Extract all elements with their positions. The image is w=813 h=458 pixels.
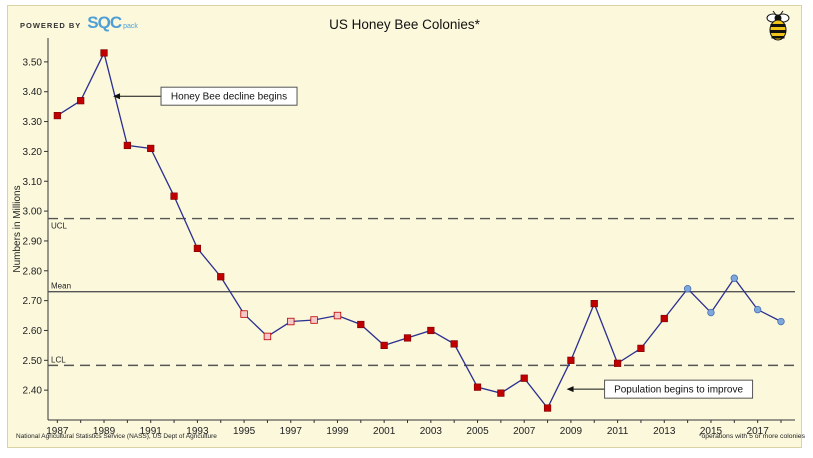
data-point bbox=[497, 389, 505, 397]
y-tick-label: 3.10 bbox=[23, 177, 43, 188]
y-tick-label: 3.20 bbox=[23, 147, 43, 158]
y-tick-label: 2.50 bbox=[23, 356, 43, 367]
x-tick-label: 2017 bbox=[747, 426, 770, 437]
data-point bbox=[707, 308, 715, 317]
data-point bbox=[310, 316, 318, 324]
x-tick-label: 1991 bbox=[140, 426, 163, 437]
x-tick-label: 1997 bbox=[280, 426, 303, 437]
data-point bbox=[380, 341, 388, 349]
data-point bbox=[613, 359, 622, 367]
control-label-mean: Mean bbox=[51, 282, 71, 291]
powered-by-label: POWERED BY bbox=[20, 21, 82, 30]
bee-icon bbox=[766, 10, 790, 41]
x-tick-label: 1993 bbox=[186, 426, 209, 437]
x-tick-label: 1989 bbox=[93, 426, 116, 437]
brand-logo: POWERED BY SQC pack bbox=[20, 13, 138, 33]
data-point bbox=[660, 314, 668, 323]
data-point bbox=[287, 317, 295, 326]
annotation-text: Honey Bee decline begins bbox=[171, 92, 287, 103]
y-tick-label: 3.50 bbox=[23, 57, 43, 68]
data-point bbox=[333, 311, 342, 320]
annotation-arrow-head bbox=[113, 93, 121, 100]
data-point bbox=[520, 374, 528, 382]
sqc-logo-sub: pack bbox=[123, 23, 138, 30]
data-point bbox=[170, 192, 178, 200]
data-point bbox=[100, 49, 108, 57]
data-point bbox=[123, 141, 131, 150]
data-point bbox=[217, 273, 225, 281]
data-point bbox=[473, 383, 482, 391]
data-point bbox=[240, 310, 248, 318]
data-point bbox=[357, 320, 365, 329]
chart-title: US Honey Bee Colonies* bbox=[329, 17, 480, 32]
data-point bbox=[53, 111, 61, 120]
annotation-box bbox=[604, 379, 754, 399]
data-point bbox=[403, 334, 412, 342]
x-tick-label: 2007 bbox=[513, 426, 536, 437]
data-point bbox=[567, 356, 575, 364]
sqc-logo-text: SQC bbox=[87, 13, 122, 32]
data-point bbox=[193, 244, 202, 252]
x-tick-label: 2015 bbox=[700, 426, 723, 437]
data-point bbox=[753, 305, 762, 314]
data-point bbox=[777, 317, 785, 326]
y-tick-label: 2.90 bbox=[23, 236, 43, 247]
x-tick-label: 1995 bbox=[233, 426, 256, 437]
data-point bbox=[77, 97, 85, 105]
data-point bbox=[637, 344, 645, 352]
annotation-arrow-head bbox=[566, 386, 574, 393]
footnote: *operations with 5 or more colonies bbox=[698, 433, 805, 440]
x-tick-label: 1999 bbox=[326, 426, 349, 437]
data-point bbox=[590, 300, 598, 308]
y-tick-label: 3.00 bbox=[23, 207, 43, 218]
y-tick-label: 2.70 bbox=[23, 296, 43, 307]
x-tick-label: 2001 bbox=[373, 426, 396, 437]
data-point bbox=[543, 404, 552, 412]
x-tick-label: 2005 bbox=[466, 426, 489, 437]
annotation-box bbox=[160, 86, 298, 106]
chart-frame: POWERED BY SQC pack US Honey Bee Colonie… bbox=[7, 5, 802, 448]
control-label-lcl: LCL bbox=[51, 355, 66, 364]
source-note: National Agricultural Statistics Service… bbox=[16, 433, 217, 440]
x-tick-label: 2009 bbox=[560, 426, 583, 437]
series-line bbox=[56, 51, 782, 410]
x-tick-label: 1987 bbox=[46, 426, 69, 437]
data-point bbox=[683, 284, 692, 293]
y-tick-label: 2.40 bbox=[23, 386, 43, 397]
data-point bbox=[450, 340, 458, 348]
data-point bbox=[147, 144, 155, 153]
annotation-text: Population begins to improve bbox=[614, 385, 743, 396]
y-tick-label: 2.60 bbox=[23, 326, 43, 337]
y-tick-label: 3.40 bbox=[23, 87, 43, 98]
x-tick-label: 2003 bbox=[420, 426, 443, 437]
data-point bbox=[263, 332, 272, 341]
y-axis-title: Numbers in Millions bbox=[12, 185, 23, 272]
y-tick-label: 3.30 bbox=[23, 117, 43, 128]
y-tick-label: 2.80 bbox=[23, 266, 43, 277]
data-point bbox=[730, 274, 739, 282]
control-label-ucl: UCL bbox=[51, 222, 68, 231]
data-point bbox=[427, 326, 435, 335]
x-tick-label: 2011 bbox=[607, 426, 629, 437]
x-tick-label: 2013 bbox=[653, 426, 676, 437]
